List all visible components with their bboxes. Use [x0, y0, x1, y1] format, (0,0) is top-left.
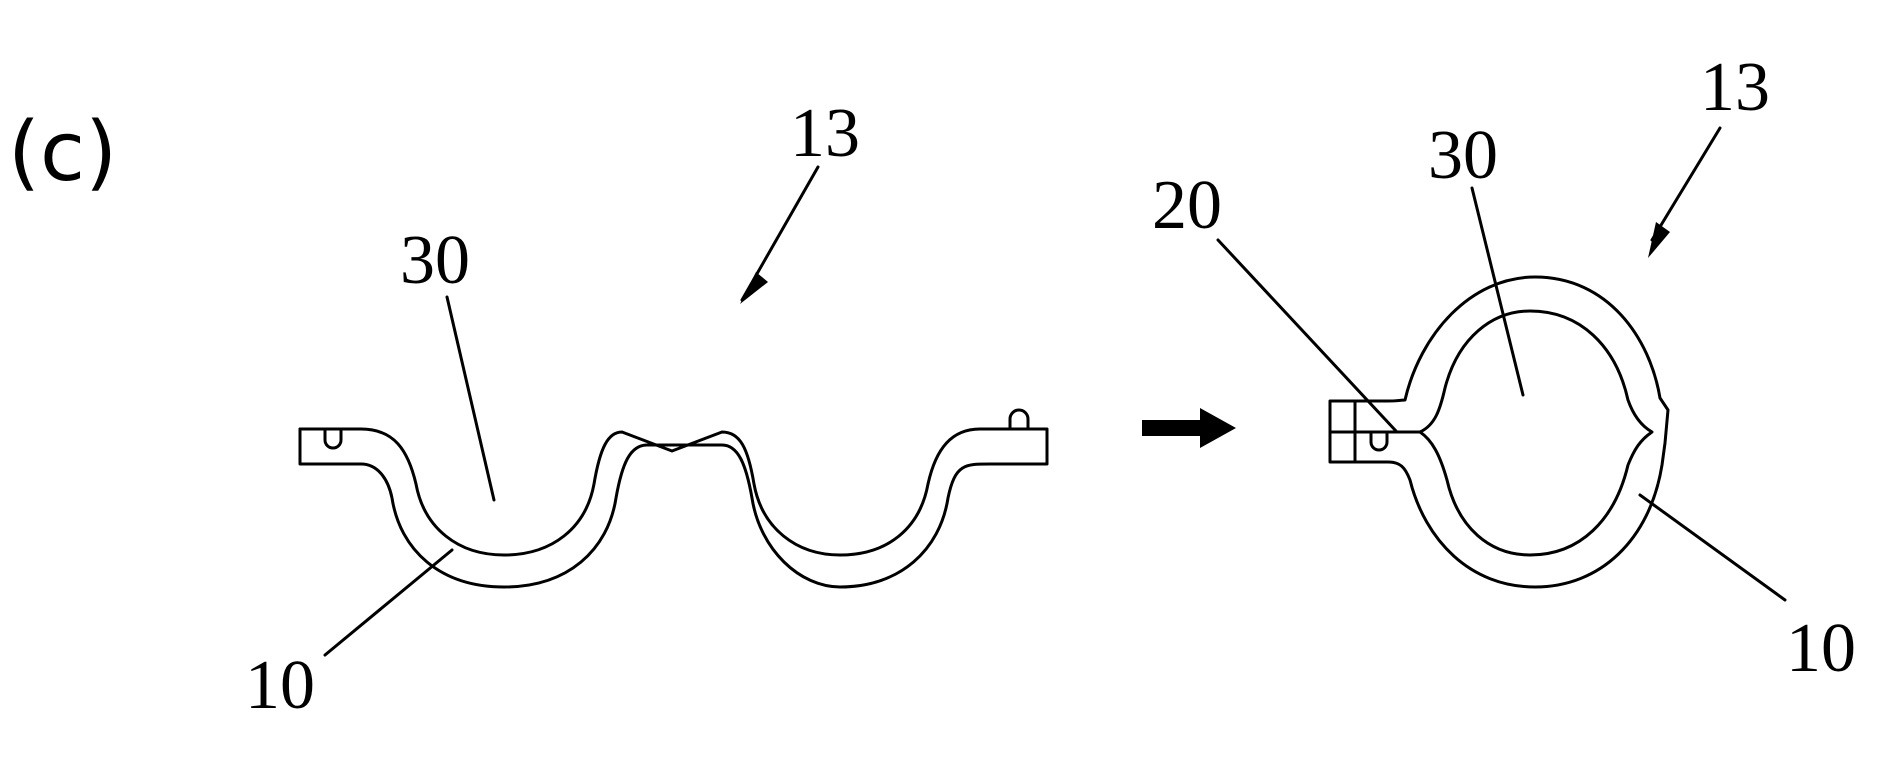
left-band-right-hook [1010, 410, 1028, 429]
left-band-left-slot [325, 429, 341, 448]
leader-line-10-left [325, 550, 452, 655]
label-13-left: 13 [790, 95, 860, 172]
joint-slot [1371, 432, 1387, 450]
leader-line-30-left [447, 297, 494, 500]
label-30-left: 30 [400, 222, 470, 299]
left-band-outer-outline [300, 429, 1047, 587]
panel-label: (c) [8, 105, 117, 200]
label-20-right: 20 [1152, 167, 1222, 244]
leader-line-20-right [1218, 240, 1396, 431]
leader-line-10-right [1640, 495, 1785, 600]
left-arrowhead-13 [740, 272, 768, 304]
left-view: 13 30 10 [245, 95, 1047, 724]
label-30-right: 30 [1428, 117, 1498, 194]
right-band-inner-outline [1420, 311, 1652, 555]
leader-line-13-right [1652, 128, 1720, 240]
right-arrow-icon [1142, 408, 1236, 448]
label-10-left: 10 [245, 647, 315, 724]
right-view: 13 30 20 10 [1152, 49, 1856, 687]
label-10-right: 10 [1786, 610, 1856, 687]
label-13-right: 13 [1700, 49, 1770, 126]
